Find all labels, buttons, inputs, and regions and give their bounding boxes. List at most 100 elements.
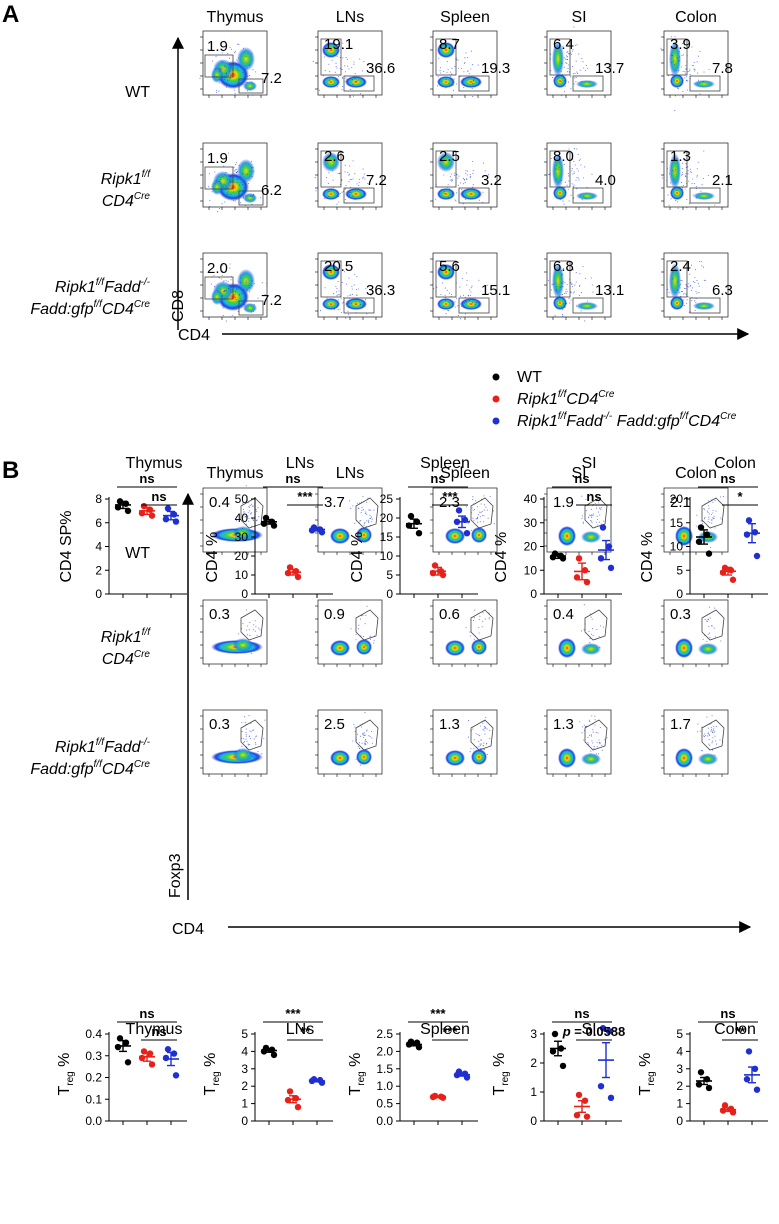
flow-event-dot [483,726,485,728]
flow-event-dot [348,68,350,70]
flow-event-dot [600,508,602,510]
significance-label: p = 0.0588 [562,1024,626,1039]
flow-event-dot [240,274,242,276]
flow-population-cloud [437,152,455,172]
flow-event-dot [561,62,563,64]
flow-plot-cd4-cd8: 6.813.1 [544,252,624,322]
flow-event-dot [709,617,711,619]
flow-event-dot [244,77,246,79]
flow-event-dot [489,737,491,739]
flow-event-dot [229,263,231,265]
flow-event-dot [469,177,471,179]
flow-event-dot [575,44,577,46]
flow-population-cloud [437,76,455,88]
flow-event-dot [347,171,349,174]
flow-gate-cd4 [343,75,375,92]
flow-gate-value-treg: 3.7 [324,494,345,511]
flow-event-dot [249,170,251,172]
flow-event-dot [241,527,243,530]
flow-event-dot [449,179,451,181]
flow-event-dot [443,70,445,72]
flow-event-dot [364,734,366,736]
flow-event-dot [247,75,249,78]
flow-event-dot [353,723,355,725]
flow-event-dot [227,79,229,82]
flow-event-dot [561,286,563,288]
flow-event-dot [684,188,686,190]
chart-y-tick-label: 2 [95,563,102,577]
flow-gate-value-cd4: 7.2 [261,70,282,87]
flow-event-dot [555,288,557,291]
flow-event-dot [483,742,485,744]
chart-y-tick-label: 3 [676,1062,683,1076]
flow-event-dot [559,286,561,288]
flow-event-dot [218,181,220,183]
flow-event-dot [578,53,580,55]
flow-event-dot [229,67,231,69]
flow-event-dot [234,50,236,52]
flow-event-dot [674,194,676,196]
data-point [455,507,463,514]
flow-event-dot [245,516,247,518]
flow-event-dot [242,502,245,504]
flow-event-dot [463,62,465,65]
flow-event-dot [252,69,254,71]
flow-event-dot [486,509,488,511]
flow-event-dot [564,306,566,308]
row-label-ripk1-line2: CD4Cre [102,649,151,668]
flow-event-dot [344,171,346,173]
data-point [407,512,415,520]
flow-event-dot [709,521,711,524]
flow-event-dot [592,628,594,630]
flow-event-dot [440,80,442,82]
flow-event-dot [711,749,714,751]
flow-event-dot [712,737,714,739]
flow-event-dot [570,194,572,196]
flow-event-dot [555,290,557,292]
flow-event-dot [366,501,368,503]
flow-gate-value-cd4: 4.0 [595,172,616,189]
flow-event-dot [483,729,485,732]
flow-event-dot [477,529,479,531]
flow-event-dot [689,70,691,72]
flow-event-dot [249,730,251,732]
flow-event-dot [591,735,593,737]
flow-event-dot [359,618,361,620]
flow-event-dot [256,634,258,637]
flow-event-dot [567,173,569,175]
flow-event-dot [241,292,243,294]
flow-event-dot [354,173,356,175]
flow-event-dot [243,516,245,518]
flow-event-dot [231,66,233,68]
data-point [439,571,447,579]
flow-event-dot [478,199,480,201]
flow-plot-cd4-foxp3: 1.7 [661,709,729,777]
flow-event-dot [365,511,367,513]
flow-event-dot [690,284,692,286]
flow-event-dot [465,506,467,508]
flow-event-dot [248,715,250,717]
data-point [729,576,737,583]
flow-event-dot [347,80,349,83]
data-point [172,1072,180,1079]
flow-gate-cd4 [572,75,604,92]
flow-event-dot [573,172,575,174]
flow-event-dot [241,289,243,291]
flow-gate-value-treg: 0.3 [209,606,230,623]
flow-event-dot [255,743,257,745]
flow-event-dot [471,285,473,287]
flow-event-dot [240,194,242,196]
flow-event-dot [237,69,239,71]
flow-event-dot [473,638,475,640]
flow-event-dot [580,310,582,312]
flow-event-dot [227,178,229,181]
flow-event-dot [472,173,474,175]
flow-event-dot [457,184,460,186]
flow-event-dot [567,153,569,155]
flow-event-dot [342,48,345,50]
flow-event-dot [690,264,693,266]
flow-event-dot [451,179,454,181]
flow-event-dot [591,740,593,742]
flow-gate-value-treg: 0.3 [209,716,230,733]
